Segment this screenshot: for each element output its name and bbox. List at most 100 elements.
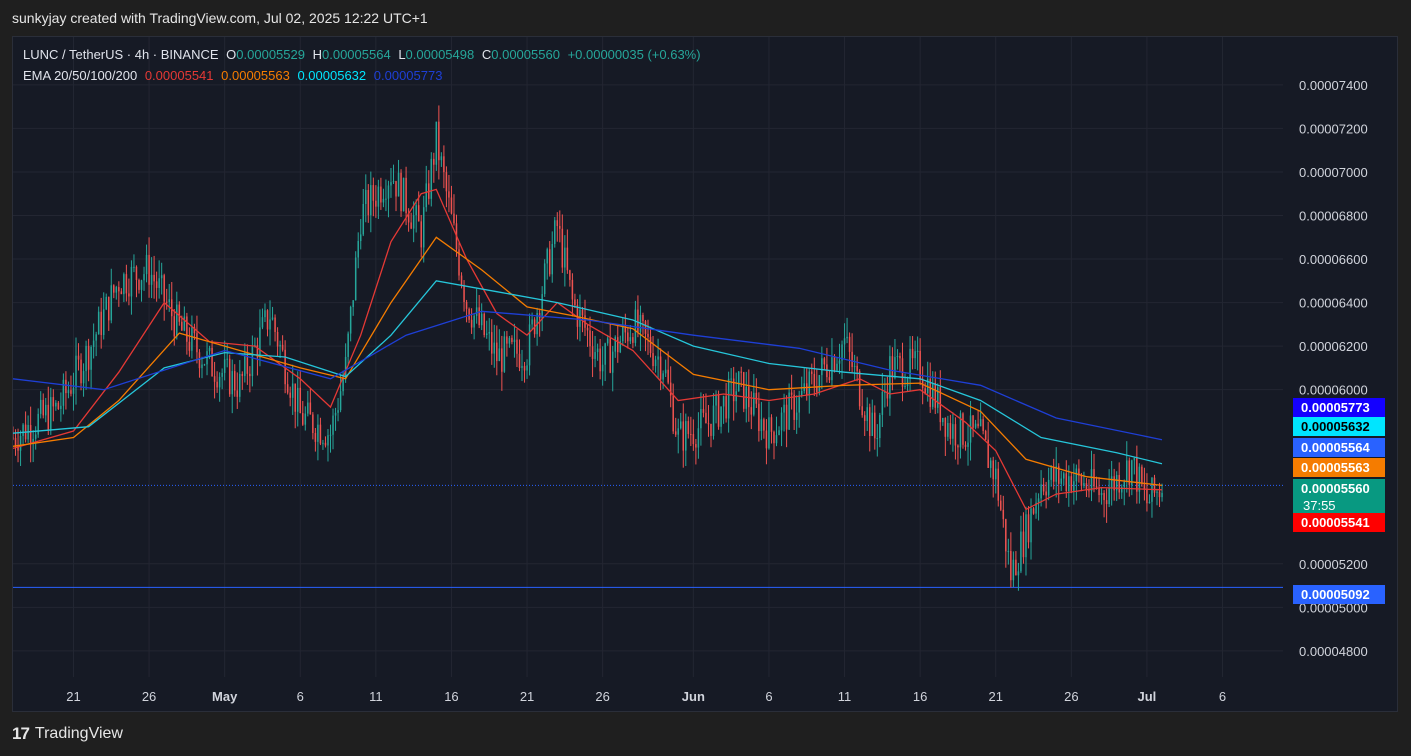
candle-body: [644, 321, 647, 334]
candle-body: [498, 348, 501, 362]
candle-body: [113, 285, 115, 293]
candle-body: [1156, 491, 1158, 493]
candle-body: [871, 412, 874, 436]
candle-body: [193, 327, 196, 334]
x-tick-label: Jun: [682, 689, 705, 704]
candle-body: [511, 337, 513, 342]
candle-body: [375, 200, 377, 207]
low-value: 0.00005498: [405, 47, 475, 62]
candle-body: [516, 339, 518, 354]
candle-body: [813, 373, 816, 387]
candle-body: [997, 468, 1000, 501]
candle-body: [148, 254, 150, 285]
price-chart[interactable]: 0.00007400 0.00007200 0.00007000 0.00006800…: [13, 37, 1397, 711]
candle-body: [622, 326, 624, 342]
candle-body: [160, 275, 163, 279]
candle-body: [1030, 508, 1032, 543]
candle-body: [143, 274, 145, 281]
ema-line-ema100: [13, 280, 1163, 465]
candle-body: [312, 414, 314, 434]
candle-body: [324, 442, 327, 446]
candle-body: [420, 221, 422, 248]
candle-body: [1025, 514, 1027, 558]
candle-body: [468, 308, 470, 320]
candle-body: [1047, 479, 1050, 496]
candle-body: [710, 423, 712, 436]
candle-body: [742, 372, 745, 409]
candle-body: [795, 412, 798, 420]
candle-body: [317, 424, 319, 442]
candle-body: [488, 332, 491, 334]
candle-body: [763, 419, 765, 431]
candle-body: [768, 417, 770, 449]
candle-body: [203, 364, 206, 366]
candle-body: [458, 249, 460, 276]
price-axis-label: 0.00005632: [1301, 419, 1370, 434]
candle-body: [823, 358, 826, 365]
candle-body: [758, 403, 760, 432]
candle-body: [145, 254, 148, 275]
candle-body: [1113, 476, 1115, 491]
candle-body: [110, 285, 113, 321]
price-axis-label-bg: [1293, 398, 1385, 417]
ema-label[interactable]: EMA 20/50/100/200: [23, 68, 138, 83]
candle-body: [1095, 486, 1098, 488]
candle-body: [889, 356, 891, 399]
candle-body: [783, 404, 785, 413]
tradingview-logo-icon[interactable]: 17: [12, 724, 30, 743]
candle-body: [856, 365, 858, 372]
candle-body: [228, 358, 231, 395]
candle-body: [984, 430, 987, 440]
tradingview-brand[interactable]: TradingView: [34, 725, 123, 742]
candle-body: [853, 365, 856, 367]
candle-body: [674, 431, 677, 435]
candle-body: [55, 402, 57, 407]
candle-body: [337, 410, 339, 413]
candle-body: [435, 121, 438, 165]
candle-body: [1055, 466, 1057, 482]
candle-body: [523, 365, 526, 371]
candle-body: [750, 407, 753, 415]
candle-body: [720, 406, 722, 427]
candle-body: [770, 417, 773, 432]
candle-body: [216, 381, 218, 388]
chart-author-header: sunkyjay created with TradingView.com, J…: [12, 10, 428, 26]
change-value: +0.00000035 (+0.63%): [567, 47, 701, 62]
candle-body: [233, 371, 236, 391]
candle-body: [1108, 488, 1110, 505]
candle-body: [448, 191, 450, 198]
candle-body: [138, 279, 140, 290]
candle-body: [433, 158, 435, 165]
candle-body: [1017, 571, 1020, 576]
candle-body: [329, 434, 332, 436]
candle-body: [627, 332, 629, 342]
candle-body: [397, 172, 400, 197]
candle-body: [196, 333, 198, 353]
candle-body: [485, 333, 488, 335]
candle-body: [1098, 487, 1100, 496]
candle-body: [775, 435, 778, 444]
candle-body: [677, 428, 679, 435]
price-axis-label: 0.00005773: [1301, 400, 1370, 415]
candle-body: [977, 423, 979, 427]
candle-body: [884, 391, 886, 393]
symbol-name[interactable]: LUNC / TetherUS · 4h · BINANCE: [23, 47, 219, 62]
candle-body: [1131, 460, 1133, 485]
candle-body: [669, 382, 672, 396]
candle-body: [687, 421, 690, 435]
candle-body: [261, 317, 264, 328]
high-value: 0.00005564: [322, 47, 391, 62]
candle-body: [1136, 457, 1138, 492]
candle-body: [39, 399, 42, 414]
candle-body: [102, 309, 105, 335]
candle-body: [299, 387, 302, 414]
candle-body: [491, 332, 493, 354]
candle-body: [281, 344, 284, 350]
x-tick-label: 26: [595, 689, 609, 704]
candle-body: [929, 378, 931, 407]
candle-body: [518, 353, 521, 368]
candle-body: [170, 299, 173, 317]
candle-body: [808, 371, 811, 396]
ema100-value: 0.00005632: [297, 68, 367, 83]
candle-body: [1128, 460, 1131, 485]
